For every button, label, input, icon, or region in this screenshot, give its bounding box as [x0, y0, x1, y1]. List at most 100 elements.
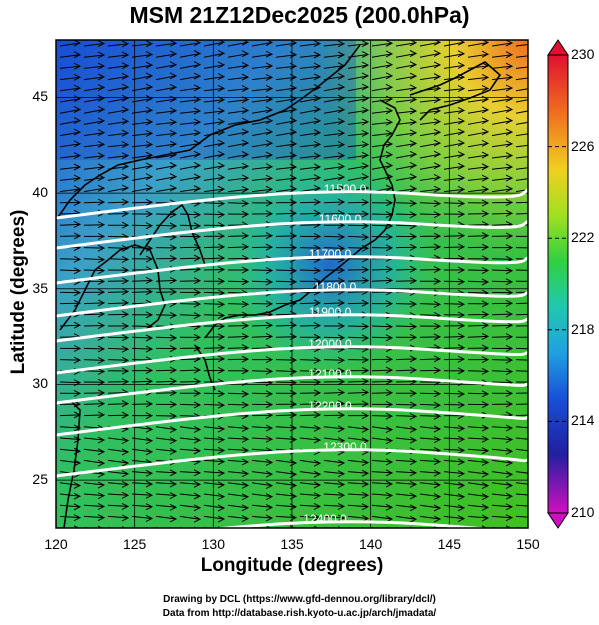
wind-arrow	[155, 95, 178, 103]
wind-arrow	[107, 367, 130, 375]
wind-arrow	[419, 355, 442, 363]
wind-arrow	[323, 162, 346, 170]
wind-arrow	[179, 61, 202, 69]
wind-arrow	[107, 288, 130, 296]
wind-arrow	[515, 213, 528, 215]
wind-arrow	[107, 221, 130, 229]
wind-arrow	[323, 210, 346, 217]
wind-arrow	[131, 277, 154, 284]
wind-arrow	[107, 310, 130, 318]
wind-arrow	[491, 267, 514, 275]
wind-arrow	[227, 61, 250, 69]
wind-arrow	[491, 447, 514, 455]
wind-arrow	[467, 73, 490, 81]
wind-arrow	[419, 458, 442, 466]
wind-arrow	[299, 140, 322, 148]
wind-arrow	[467, 459, 490, 466]
wind-arrow	[203, 162, 226, 170]
wind-arrow	[251, 210, 274, 218]
wind-arrow	[107, 210, 130, 217]
wind-arrow	[515, 201, 528, 204]
wind-arrow	[443, 390, 466, 398]
x-tick-label: 140	[358, 536, 383, 552]
wind-arrow	[59, 199, 82, 206]
wind-arrow	[227, 435, 250, 443]
wind-arrow	[371, 265, 394, 273]
wind-arrow	[515, 381, 528, 383]
wind-arrow	[443, 355, 466, 363]
wind-arrow	[323, 356, 346, 364]
wind-arrow	[347, 400, 370, 408]
wind-arrow	[275, 40, 298, 47]
wind-arrow	[251, 424, 274, 432]
wind-arrow	[323, 129, 346, 137]
wind-arrow	[467, 151, 490, 159]
wind-arrow	[203, 232, 226, 240]
wind-arrow	[251, 128, 274, 137]
wind-arrow	[395, 366, 418, 374]
wind-arrow	[371, 323, 394, 331]
wind-arrow	[443, 128, 466, 137]
wind-arrow	[83, 299, 106, 307]
wind-arrow	[131, 106, 154, 114]
wind-arrow	[155, 244, 178, 252]
wind-arrow	[467, 514, 490, 522]
wind-arrow	[467, 367, 490, 375]
wind-arrow	[371, 72, 394, 81]
wind-arrow	[275, 244, 298, 252]
wind-arrow	[323, 367, 346, 375]
wind-arrow	[107, 129, 130, 137]
wind-arrow	[491, 368, 514, 376]
wind-arrow	[227, 278, 250, 286]
contour-line	[56, 255, 528, 285]
wind-arrow	[395, 412, 418, 420]
wind-arrow	[467, 435, 490, 443]
wind-arrow	[371, 300, 394, 308]
wind-arrow	[443, 174, 466, 182]
wind-arrow	[203, 211, 226, 219]
wind-arrow	[443, 278, 466, 286]
contour-label: 12000.0	[308, 337, 352, 351]
wind-arrow	[275, 379, 298, 387]
contour-line	[56, 288, 528, 318]
wind-arrow	[395, 233, 418, 241]
wind-arrow	[251, 356, 274, 364]
wind-arrow	[299, 152, 322, 160]
wind-arrow	[179, 150, 202, 159]
wind-arrow	[179, 288, 202, 296]
wind-arrow	[419, 118, 442, 126]
wind-arrow	[59, 152, 82, 159]
wind-arrow	[179, 447, 202, 455]
wind-arrow	[179, 333, 202, 341]
wind-arrow	[131, 118, 154, 126]
wind-arrow	[299, 209, 322, 217]
wind-arrow	[107, 481, 130, 488]
contour-line	[211, 520, 491, 528]
y-tick-label: 30	[32, 375, 48, 392]
wind-arrow	[155, 345, 178, 353]
wind-arrow	[323, 94, 346, 103]
wind-arrow	[275, 492, 298, 500]
wind-arrow	[155, 50, 178, 58]
wind-arrow	[155, 515, 178, 523]
wind-arrow	[107, 459, 130, 467]
wind-arrow	[443, 162, 466, 170]
wind-arrow	[467, 356, 490, 364]
wind-arrow	[275, 411, 298, 419]
wind-arrow	[155, 311, 178, 319]
wind-arrow	[515, 77, 528, 81]
wind-arrow	[131, 334, 154, 342]
wind-arrow	[371, 426, 394, 434]
wind-arrow	[227, 210, 250, 218]
wind-arrow	[155, 140, 178, 148]
wind-arrow	[227, 107, 250, 114]
wind-arrow	[395, 173, 418, 181]
y-tick-label: 45	[32, 88, 48, 105]
wind-arrow	[227, 344, 250, 352]
wind-arrow	[347, 367, 370, 374]
wind-arrow	[395, 243, 418, 251]
wind-arrow	[83, 345, 106, 353]
wind-arrow	[59, 73, 82, 81]
wind-arrow	[419, 412, 442, 420]
wind-arrow	[227, 232, 250, 240]
